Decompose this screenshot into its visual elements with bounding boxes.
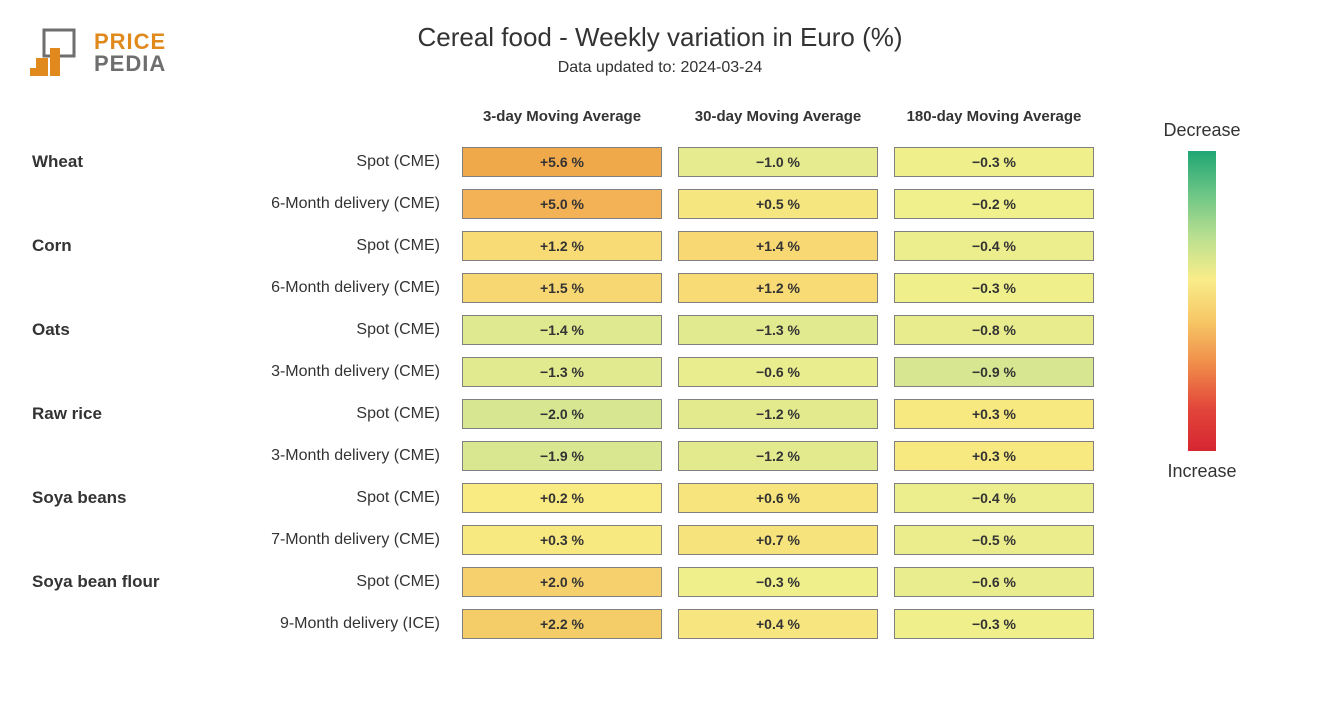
heatmap-cell: +1.2 % bbox=[678, 273, 878, 303]
table-row: 6-Month delivery (CME)+5.0 %+0.5 %−0.2 % bbox=[30, 183, 1080, 225]
heatmap-cell: +0.3 % bbox=[462, 525, 662, 555]
row-sublabel: 3-Month delivery (CME) bbox=[206, 363, 446, 381]
legend-bottom-label: Increase bbox=[1142, 461, 1262, 482]
heatmap-cell: +2.2 % bbox=[462, 609, 662, 639]
heatmap-cell: −0.3 % bbox=[894, 273, 1094, 303]
column-header: 30-day Moving Average bbox=[678, 108, 878, 127]
table-row: 3-Month delivery (CME)−1.9 %−1.2 %+0.3 % bbox=[30, 435, 1080, 477]
title-block: Cereal food - Weekly variation in Euro (… bbox=[0, 22, 1320, 77]
table-row: WheatSpot (CME)+5.6 %−1.0 %−0.3 % bbox=[30, 141, 1080, 183]
table-row: Soya beansSpot (CME)+0.2 %+0.6 %−0.4 % bbox=[30, 477, 1080, 519]
table-row: Raw riceSpot (CME)−2.0 %−1.2 %+0.3 % bbox=[30, 393, 1080, 435]
heatmap-cell: −0.2 % bbox=[894, 189, 1094, 219]
heatmap-cell: +5.0 % bbox=[462, 189, 662, 219]
row-sublabel: Spot (CME) bbox=[206, 237, 446, 255]
heatmap-cell: −0.8 % bbox=[894, 315, 1094, 345]
row-sublabel: 6-Month delivery (CME) bbox=[206, 279, 446, 297]
heatmap-cell: −1.0 % bbox=[678, 147, 878, 177]
heatmap-cell: −2.0 % bbox=[462, 399, 662, 429]
heatmap-cell: −0.5 % bbox=[894, 525, 1094, 555]
heatmap-cell: +0.3 % bbox=[894, 441, 1094, 471]
column-header: 3-day Moving Average bbox=[462, 108, 662, 127]
page-title: Cereal food - Weekly variation in Euro (… bbox=[0, 22, 1320, 53]
category-label: Soya beans bbox=[30, 488, 190, 508]
heatmap-cell: +0.3 % bbox=[894, 399, 1094, 429]
category-label: Soya bean flour bbox=[30, 572, 190, 592]
heatmap-cell: −1.2 % bbox=[678, 399, 878, 429]
heatmap-cell: +0.4 % bbox=[678, 609, 878, 639]
heatmap-cell: +0.6 % bbox=[678, 483, 878, 513]
row-sublabel: Spot (CME) bbox=[206, 573, 446, 591]
table-row: 6-Month delivery (CME)+1.5 %+1.2 %−0.3 % bbox=[30, 267, 1080, 309]
heatmap-cell: −1.3 % bbox=[462, 357, 662, 387]
row-sublabel: Spot (CME) bbox=[206, 321, 446, 339]
heatmap-cell: +0.5 % bbox=[678, 189, 878, 219]
row-sublabel: Spot (CME) bbox=[206, 405, 446, 423]
row-sublabel: Spot (CME) bbox=[206, 153, 446, 171]
heatmap-cell: −0.3 % bbox=[894, 147, 1094, 177]
row-sublabel: 3-Month delivery (CME) bbox=[206, 447, 446, 465]
heatmap-cell: −1.9 % bbox=[462, 441, 662, 471]
heatmap-cell: +5.6 % bbox=[462, 147, 662, 177]
heatmap-cell: −0.9 % bbox=[894, 357, 1094, 387]
heatmap-cell: −0.4 % bbox=[894, 483, 1094, 513]
legend-gradient-bar bbox=[1188, 151, 1216, 451]
heatmap-cell: −1.4 % bbox=[462, 315, 662, 345]
row-sublabel: 6-Month delivery (CME) bbox=[206, 195, 446, 213]
heatmap-cell: −0.3 % bbox=[678, 567, 878, 597]
row-sublabel: 9-Month delivery (ICE) bbox=[206, 615, 446, 633]
heatmap-cell: +1.2 % bbox=[462, 231, 662, 261]
heatmap-cell: −0.6 % bbox=[894, 567, 1094, 597]
category-label: Wheat bbox=[30, 152, 190, 172]
row-sublabel: 7-Month delivery (CME) bbox=[206, 531, 446, 549]
heatmap-cell: −0.4 % bbox=[894, 231, 1094, 261]
category-label: Oats bbox=[30, 320, 190, 340]
heatmap-cell: +0.2 % bbox=[462, 483, 662, 513]
table-row: 7-Month delivery (CME)+0.3 %+0.7 %−0.5 % bbox=[30, 519, 1080, 561]
page-subtitle: Data updated to: 2024-03-24 bbox=[0, 59, 1320, 77]
table-row: 9-Month delivery (ICE)+2.2 %+0.4 %−0.3 % bbox=[30, 603, 1080, 645]
heatmap-cell: −1.3 % bbox=[678, 315, 878, 345]
heatmap-cell: −0.3 % bbox=[894, 609, 1094, 639]
table-row: 3-Month delivery (CME)−1.3 %−0.6 %−0.9 % bbox=[30, 351, 1080, 393]
table-row: OatsSpot (CME)−1.4 %−1.3 %−0.8 % bbox=[30, 309, 1080, 351]
category-label: Raw rice bbox=[30, 404, 190, 424]
heatmap-cell: +1.5 % bbox=[462, 273, 662, 303]
category-label: Corn bbox=[30, 236, 190, 256]
table-row: Soya bean flourSpot (CME)+2.0 %−0.3 %−0.… bbox=[30, 561, 1080, 603]
heatmap-table: 3-day Moving Average 30-day Moving Avera… bbox=[30, 108, 1080, 645]
heatmap-cell: +1.4 % bbox=[678, 231, 878, 261]
heatmap-cell: −1.2 % bbox=[678, 441, 878, 471]
legend-top-label: Decrease bbox=[1142, 120, 1262, 141]
heatmap-cell: +2.0 % bbox=[462, 567, 662, 597]
row-sublabel: Spot (CME) bbox=[206, 489, 446, 507]
heatmap-cell: +0.7 % bbox=[678, 525, 878, 555]
column-header-row: 3-day Moving Average 30-day Moving Avera… bbox=[30, 108, 1080, 127]
table-row: CornSpot (CME)+1.2 %+1.4 %−0.4 % bbox=[30, 225, 1080, 267]
color-legend: Decrease Increase bbox=[1142, 120, 1262, 482]
heatmap-cell: −0.6 % bbox=[678, 357, 878, 387]
column-header: 180-day Moving Average bbox=[894, 108, 1094, 127]
